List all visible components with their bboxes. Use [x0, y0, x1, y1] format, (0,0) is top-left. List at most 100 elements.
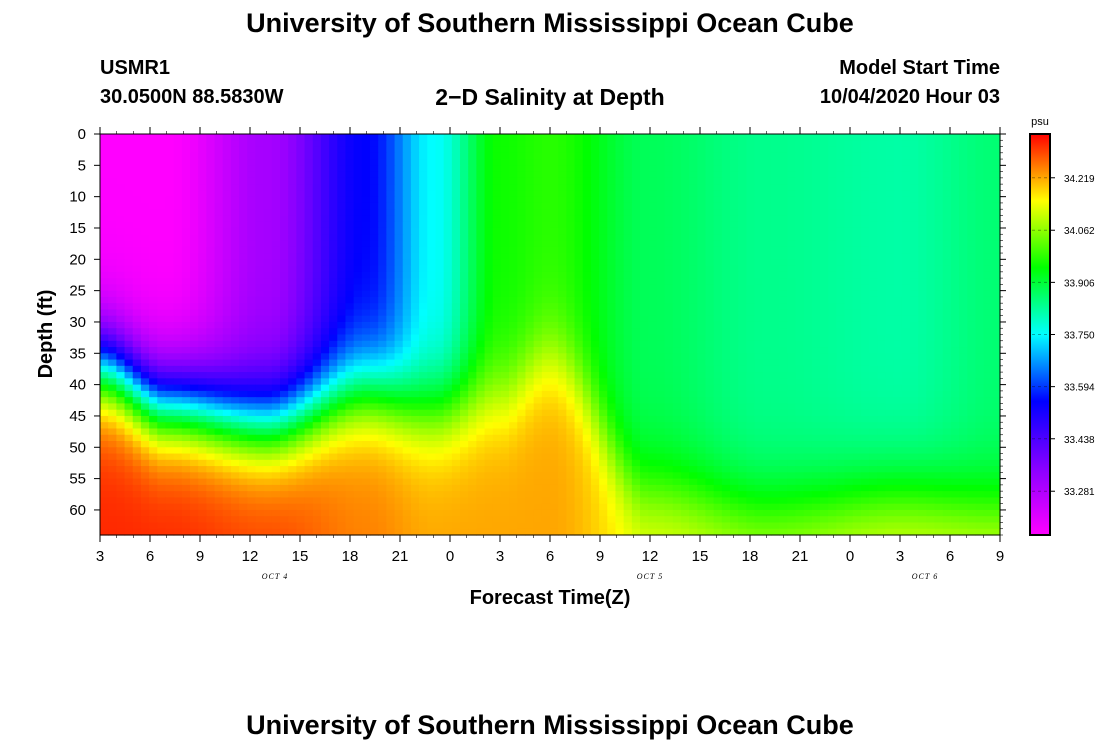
heatmap-cell	[492, 359, 502, 367]
heatmap-cell	[991, 340, 1001, 348]
heatmap-cell	[165, 334, 175, 342]
heatmap-cell	[983, 321, 993, 329]
heatmap-cell	[239, 209, 248, 217]
heatmap-cell	[730, 227, 739, 235]
heatmap-cell	[402, 265, 412, 273]
heatmap-cell	[893, 284, 903, 292]
heatmap-cell	[721, 152, 731, 160]
heatmap-cell	[239, 340, 248, 348]
heatmap-cell	[844, 397, 854, 405]
heatmap-cell	[934, 390, 944, 398]
heatmap-cell	[607, 303, 617, 311]
heatmap-cell	[517, 321, 527, 329]
heatmap-cell	[950, 152, 960, 160]
heatmap-cell	[108, 290, 117, 298]
heatmap-cell	[558, 246, 567, 254]
heatmap-cell	[427, 303, 437, 311]
heatmap-cell	[533, 253, 543, 260]
heatmap-cell	[509, 227, 518, 235]
heatmap-cell	[304, 221, 314, 229]
heatmap-cell	[410, 372, 420, 379]
heatmap-cell	[705, 309, 715, 317]
heatmap-cell	[836, 265, 846, 273]
heatmap-cell	[640, 152, 649, 160]
heatmap-cell	[582, 184, 592, 191]
heatmap-cell	[901, 384, 911, 392]
heatmap-cell	[230, 309, 240, 317]
heatmap-cell	[672, 227, 682, 235]
heatmap-cell	[345, 215, 355, 223]
heatmap-cell	[599, 184, 608, 191]
heatmap-cell	[779, 134, 788, 141]
heatmap-cell	[877, 196, 887, 204]
heatmap-cell	[713, 390, 723, 398]
heatmap-cell	[746, 372, 756, 379]
heatmap-cell	[419, 390, 428, 398]
heatmap-cell	[427, 415, 437, 423]
heatmap-cell	[140, 303, 150, 311]
heatmap-cell	[803, 290, 813, 298]
heatmap-cell	[623, 209, 633, 217]
heatmap-cell	[263, 415, 273, 423]
heatmap-cell	[803, 227, 813, 235]
heatmap-cell	[108, 353, 117, 361]
heatmap-cell	[664, 265, 674, 273]
heatmap-cell	[484, 353, 494, 361]
heatmap-cell	[337, 415, 347, 423]
heatmap-cell	[386, 296, 396, 304]
heatmap-cell	[476, 259, 486, 267]
heatmap-cell	[877, 177, 887, 185]
heatmap-cell	[730, 309, 739, 317]
heatmap-cell	[811, 359, 821, 367]
heatmap-cell	[607, 353, 617, 361]
heatmap-cell	[181, 378, 191, 386]
heatmap-cell	[361, 240, 371, 248]
heatmap-cell	[198, 397, 207, 405]
heatmap-cell	[877, 296, 887, 304]
heatmap-cell	[885, 365, 895, 373]
heatmap-cell	[386, 309, 396, 317]
heatmap-cell	[533, 296, 543, 304]
heatmap-cell	[893, 227, 903, 235]
heatmap-cell	[353, 196, 363, 204]
heatmap-cell	[353, 278, 363, 285]
heatmap-cell	[950, 340, 960, 348]
heatmap-cell	[214, 190, 224, 198]
heatmap-cell	[705, 334, 715, 342]
heatmap-cell	[795, 196, 805, 204]
heatmap-cell	[721, 284, 731, 292]
heatmap-cell	[869, 347, 878, 354]
heatmap-cell	[533, 303, 543, 311]
heatmap-cell	[304, 309, 314, 317]
heatmap-cell	[680, 359, 690, 367]
heatmap-cell	[738, 240, 747, 248]
heatmap-cell	[304, 278, 314, 285]
heatmap-cell	[550, 227, 559, 235]
heatmap-cell	[288, 159, 297, 166]
heatmap-cell	[599, 259, 608, 267]
heatmap-cell	[738, 303, 747, 311]
heatmap-cell	[574, 165, 584, 173]
heatmap-cell	[918, 146, 927, 154]
heatmap-cell	[631, 190, 641, 198]
heatmap-cell	[280, 215, 289, 223]
heatmap-cell	[386, 365, 396, 373]
heatmap-cell	[460, 347, 469, 354]
heatmap-cell	[517, 359, 527, 367]
heatmap-cell	[443, 140, 453, 148]
heatmap-cell	[280, 209, 289, 217]
heatmap-cell	[280, 152, 289, 160]
heatmap-cell	[190, 265, 199, 273]
heatmap-cell	[590, 409, 600, 417]
heatmap-cell	[484, 340, 494, 348]
heatmap-cell	[942, 296, 952, 304]
heatmap-cell	[140, 190, 150, 198]
heatmap-cell	[435, 202, 445, 210]
heatmap-cell	[476, 140, 486, 148]
heatmap-cell	[157, 403, 167, 411]
heatmap-cell	[779, 259, 788, 267]
heatmap-cell	[566, 309, 576, 317]
heatmap-cell	[533, 184, 543, 191]
heatmap-cell	[198, 140, 207, 148]
heatmap-cell	[198, 171, 207, 179]
